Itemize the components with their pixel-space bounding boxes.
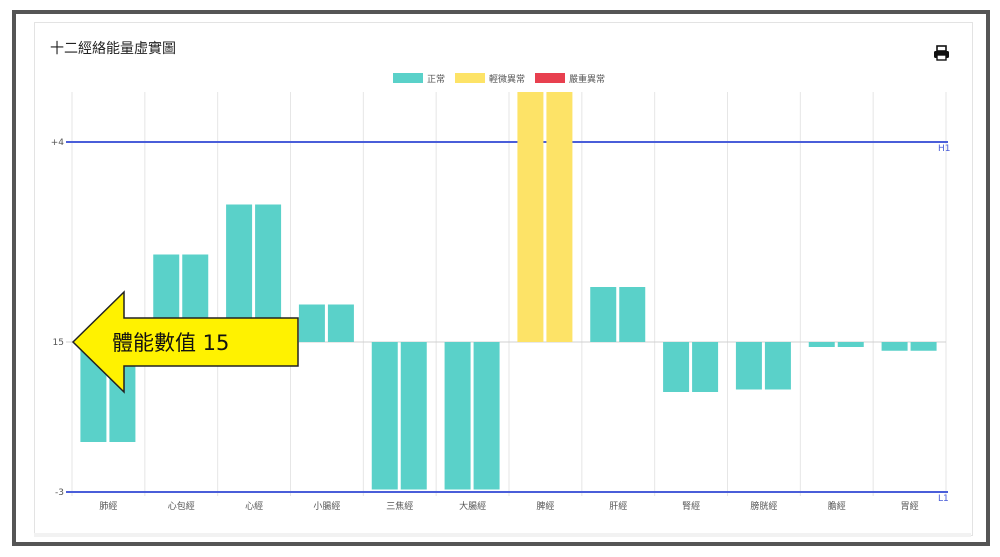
legend-label: 嚴重異常 bbox=[569, 73, 605, 85]
legend-swatch bbox=[393, 73, 423, 83]
bar-大腸經-pair bbox=[473, 342, 500, 490]
axis-labels: 肺經 心包經 心經 小腸經 三焦經 大腸經 脾經 肝經 腎經 膀胱經 膽經 胃經 +4 15 -3 bbox=[51, 138, 919, 512]
annotation-text: 體能數值 15 bbox=[112, 331, 229, 355]
bar-脾經 bbox=[517, 92, 544, 342]
x-tick-label: 脾經 bbox=[536, 500, 554, 512]
bar-小腸經-pair bbox=[327, 304, 354, 342]
x-tick-label: 三焦經 bbox=[386, 500, 413, 512]
reference-line-label: H1 bbox=[938, 144, 951, 154]
print-button[interactable] bbox=[932, 44, 952, 62]
legend-swatch bbox=[535, 73, 565, 83]
legend-label: 輕微異常 bbox=[489, 73, 525, 85]
bar-胃經-pair bbox=[910, 342, 937, 351]
bar-三焦經-pair bbox=[400, 342, 427, 490]
bar-胃經 bbox=[881, 342, 908, 351]
grid-layer bbox=[66, 92, 947, 496]
bars bbox=[80, 92, 937, 490]
y-tick-label: -3 bbox=[55, 488, 64, 498]
bar-膽經 bbox=[808, 342, 835, 347]
x-tick-label: 肺經 bbox=[99, 500, 117, 512]
legend: 正常 輕微異常 嚴重異常 bbox=[393, 73, 605, 85]
x-tick-label: 胃經 bbox=[901, 500, 919, 512]
bar-小腸經 bbox=[298, 304, 325, 342]
legend-swatch bbox=[455, 73, 485, 83]
x-tick-label: 腎經 bbox=[682, 500, 700, 512]
x-tick-label: 肝經 bbox=[609, 500, 627, 512]
reference-line-label: L1 bbox=[938, 494, 949, 504]
x-tick-label: 心包經 bbox=[168, 500, 195, 512]
x-tick-label: 大腸經 bbox=[459, 500, 486, 512]
x-tick-label: 膀胱經 bbox=[750, 500, 777, 512]
bar-脾經-pair bbox=[546, 92, 573, 342]
bar-膀胱經 bbox=[735, 342, 762, 390]
annotation-arrow-shape bbox=[71, 290, 299, 394]
y-tick-label: 15 bbox=[53, 338, 64, 348]
bar-肝經-pair bbox=[619, 287, 646, 342]
bar-大腸經 bbox=[444, 342, 471, 490]
bar-腎經-pair bbox=[692, 342, 719, 392]
legend-label: 正常 bbox=[427, 73, 445, 85]
printer-icon bbox=[934, 45, 949, 61]
chart-title: 十二經絡能量虛實圖 bbox=[50, 41, 176, 57]
bar-腎經 bbox=[663, 342, 690, 392]
bar-膽經-pair bbox=[837, 342, 864, 347]
reference-lines: H1 L1 bbox=[66, 141, 951, 504]
x-tick-label: 小腸經 bbox=[313, 500, 340, 512]
bar-肝經 bbox=[590, 287, 617, 342]
x-tick-label: 心經 bbox=[245, 500, 263, 512]
y-tick-label: +4 bbox=[51, 138, 65, 148]
bar-三焦經 bbox=[371, 342, 398, 490]
bar-膀胱經-pair bbox=[764, 342, 791, 390]
x-tick-label: 膽經 bbox=[828, 500, 846, 512]
annotation-arrow: 體能數值 15 bbox=[71, 290, 299, 394]
card-footer-strip bbox=[34, 533, 971, 537]
